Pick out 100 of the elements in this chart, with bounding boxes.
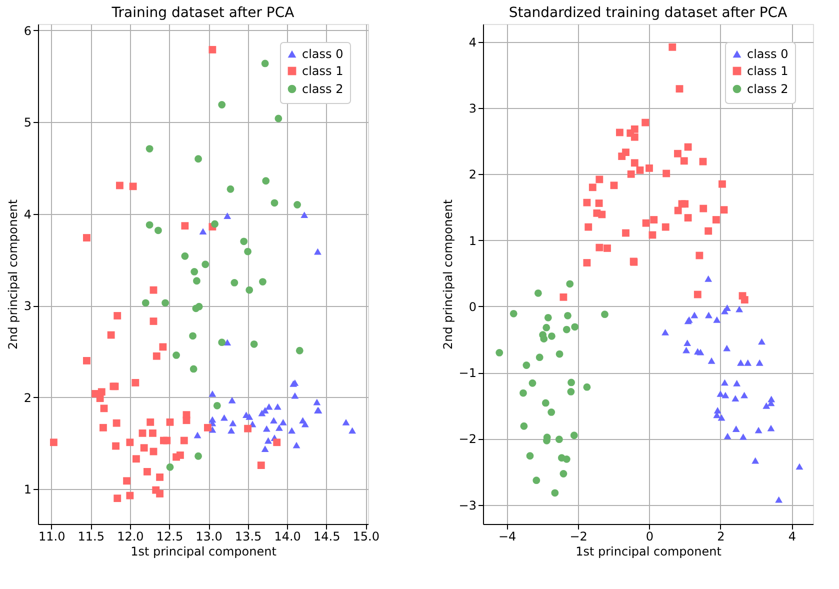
point	[292, 442, 300, 448]
point	[129, 182, 137, 190]
point	[264, 437, 272, 444]
point	[650, 216, 658, 224]
point	[714, 407, 722, 414]
point	[230, 279, 238, 286]
point	[700, 204, 708, 212]
point	[261, 60, 269, 68]
y-tick-label: 3	[468, 101, 476, 116]
point	[276, 424, 283, 431]
point	[534, 289, 542, 297]
point	[684, 214, 692, 222]
point	[194, 432, 202, 438]
point	[208, 390, 216, 397]
point	[138, 429, 146, 437]
point	[246, 286, 254, 294]
legend-label: class 2	[302, 82, 344, 96]
point	[596, 244, 604, 252]
point	[348, 427, 356, 434]
x-tick-label: 15.0	[352, 530, 380, 544]
point	[520, 389, 527, 397]
legend-label: class 0	[302, 47, 344, 61]
point	[189, 332, 196, 340]
point	[636, 166, 644, 174]
legend-label: class 1	[302, 64, 344, 78]
x-tick-label: 12.5	[156, 530, 184, 544]
point	[107, 331, 115, 339]
point	[294, 201, 301, 208]
point	[548, 408, 556, 416]
point	[83, 356, 90, 364]
point	[193, 277, 200, 285]
point	[228, 427, 235, 434]
point	[754, 426, 762, 434]
point	[718, 180, 726, 188]
x-tick-label: 0	[646, 530, 654, 544]
point	[562, 326, 570, 334]
point	[146, 145, 154, 152]
point	[542, 399, 550, 407]
y-axis-title: 2nd principal component	[6, 199, 20, 350]
x-tick-label: 13.0	[196, 530, 222, 544]
point	[195, 302, 203, 310]
legend-label: class 2	[747, 82, 788, 96]
point	[172, 351, 180, 359]
point	[274, 114, 282, 122]
point	[704, 227, 712, 235]
y-tick-label: −3	[458, 498, 476, 512]
point	[642, 118, 650, 126]
point	[662, 170, 670, 178]
point	[112, 442, 120, 450]
point	[718, 414, 726, 421]
point	[583, 383, 591, 391]
point	[740, 433, 747, 440]
point	[721, 379, 728, 386]
point	[540, 335, 548, 343]
point	[526, 452, 534, 460]
x-tick-label: 4	[788, 530, 796, 544]
x-tick-label: 12.0	[117, 530, 144, 544]
point	[142, 299, 150, 307]
point	[213, 402, 221, 410]
point	[684, 340, 692, 346]
point	[562, 455, 570, 463]
point	[704, 312, 712, 318]
point	[163, 436, 171, 444]
point	[560, 293, 568, 301]
x-tick-label: 14.0	[274, 530, 301, 544]
point	[244, 424, 252, 432]
point	[674, 206, 682, 214]
point	[150, 318, 158, 325]
point	[570, 432, 578, 440]
y-tick-label: 2	[468, 168, 476, 182]
point	[313, 398, 321, 406]
point	[159, 343, 167, 351]
point	[616, 128, 624, 136]
point	[724, 432, 732, 440]
y-tick-label: 6	[24, 24, 32, 38]
point	[627, 170, 635, 178]
x-tick-label: −2	[570, 530, 588, 544]
y-tick-label: 4	[24, 207, 32, 222]
point	[140, 444, 148, 452]
point	[301, 420, 309, 428]
point	[262, 425, 270, 432]
point	[176, 451, 184, 459]
point	[261, 446, 269, 452]
point	[132, 379, 140, 386]
point	[708, 357, 716, 364]
point	[630, 159, 638, 167]
point	[83, 234, 90, 242]
point	[682, 346, 690, 354]
point	[522, 362, 530, 369]
point	[583, 198, 591, 206]
point	[182, 416, 190, 424]
point	[630, 125, 638, 133]
point	[257, 462, 265, 469]
x-axis-title: 1st principal component	[576, 544, 722, 558]
point	[154, 226, 162, 234]
point	[733, 380, 741, 386]
point	[218, 338, 226, 346]
point	[96, 394, 104, 402]
point	[694, 290, 702, 298]
point	[150, 286, 158, 294]
